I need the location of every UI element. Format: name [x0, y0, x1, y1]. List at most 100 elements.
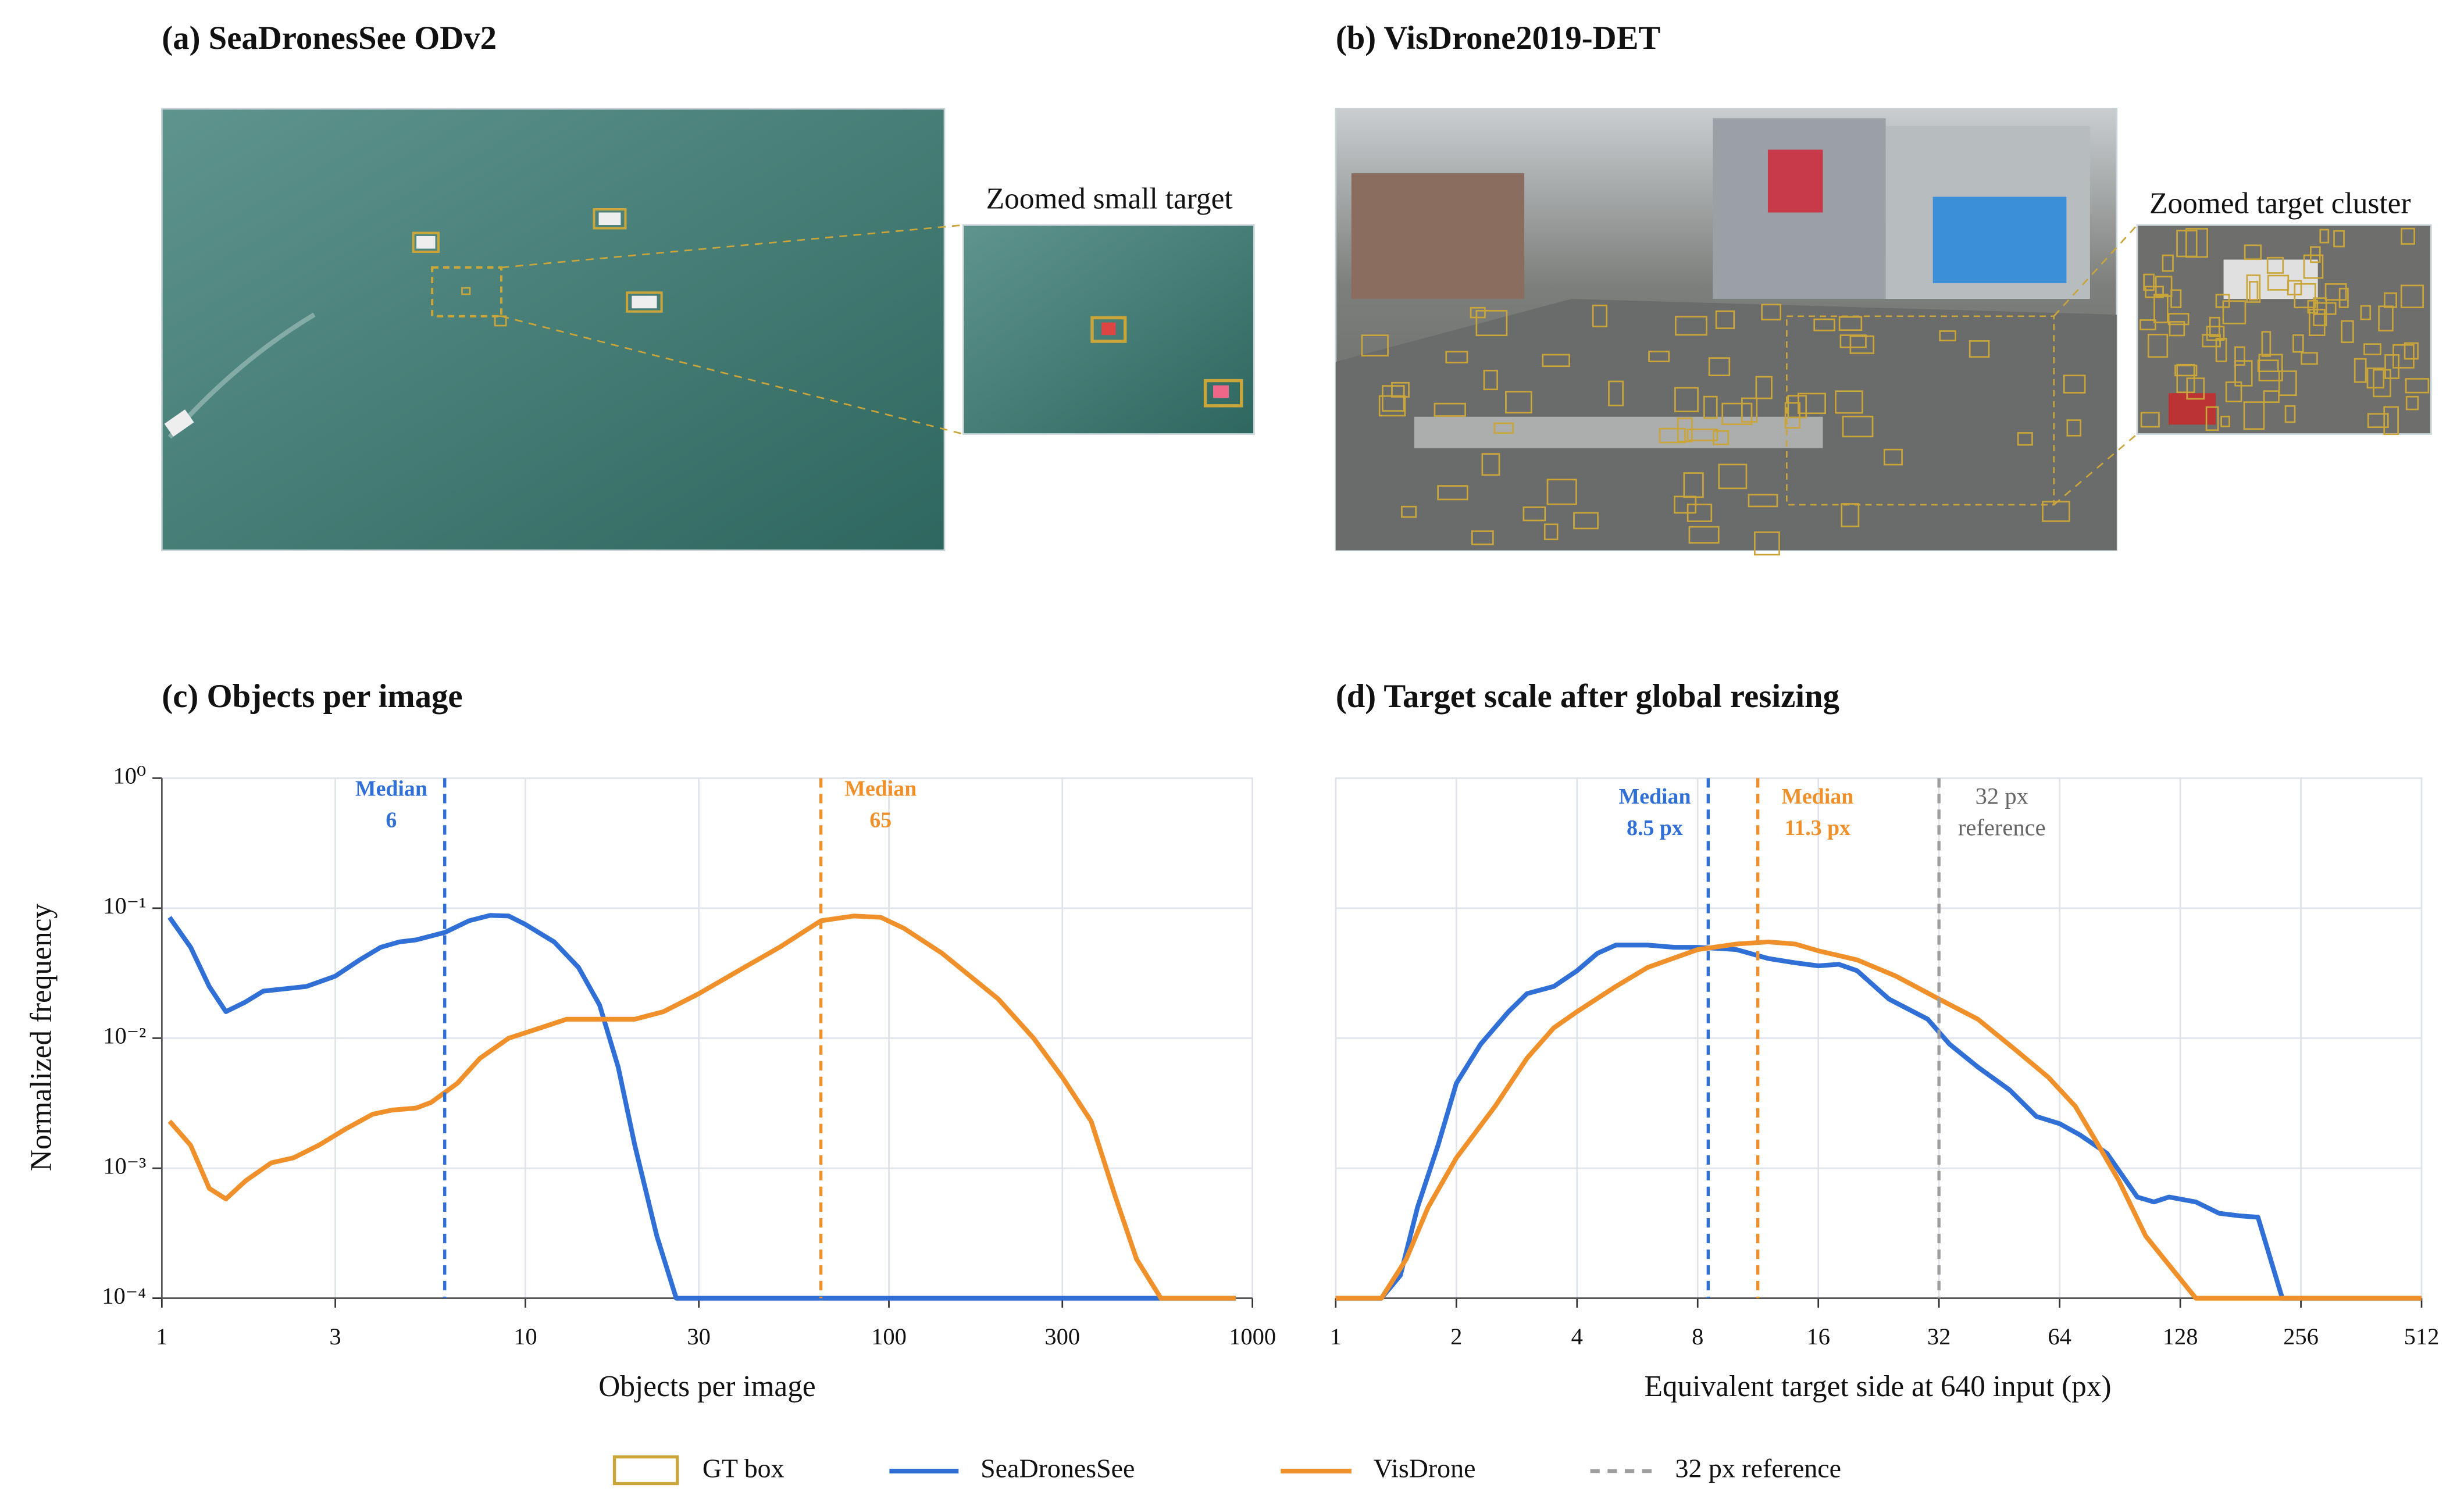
gt-box — [1849, 335, 1875, 354]
reference-label: reference — [1958, 815, 2046, 841]
gt-box — [2170, 289, 2182, 308]
x-tick-label: 2 — [1450, 1323, 1462, 1350]
x-tick-label: 512 — [2404, 1323, 2440, 1350]
gt-box — [2284, 405, 2296, 423]
legend-label: SeaDronesSee — [980, 1453, 1135, 1483]
gt-box — [2263, 390, 2280, 403]
gt-box — [1361, 334, 1389, 357]
gt-box — [2153, 294, 2169, 323]
gt-box — [2384, 354, 2400, 379]
gt-box — [1573, 512, 1599, 530]
zoom-label: Zoomed target cluster — [2149, 187, 2410, 220]
x-axis-label: Objects per image — [598, 1370, 815, 1403]
reference-label: 32 px — [1976, 783, 2028, 809]
gt-box — [2155, 276, 2173, 297]
x-tick-label: 128 — [2163, 1323, 2198, 1350]
panel-title: (a) SeaDronesSee ODv2 — [162, 20, 497, 56]
y-axis-label: Normalized frequency — [24, 904, 58, 1172]
x-tick-label: 30 — [687, 1323, 711, 1350]
data-line — [1335, 943, 2422, 1301]
median-value: 8.5 px — [1627, 816, 1683, 840]
gt-box — [1703, 395, 1718, 419]
panel-title: (b) VisDrone2019-DET — [1336, 20, 1660, 56]
gt-box — [1969, 340, 1990, 358]
gt-box — [2405, 395, 2419, 411]
legend-gt-swatch — [612, 1455, 679, 1486]
gt-box — [2319, 229, 2330, 244]
x-tick-label: 32 — [1927, 1323, 1951, 1350]
gt-box — [1713, 430, 1730, 445]
chart-title: (c) Objects per image — [162, 678, 462, 715]
gt-box — [1688, 526, 1720, 544]
x-axis-label: Equivalent target side at 640 input (px) — [1645, 1370, 2112, 1403]
gt-box — [2042, 501, 2070, 522]
gt-box — [1608, 380, 1624, 406]
x-tick-label: 8 — [1692, 1323, 1703, 1350]
gt-box — [1542, 354, 1570, 367]
gt-box — [2324, 283, 2347, 301]
gt-box — [1437, 485, 1468, 501]
gt-box — [1481, 453, 1500, 476]
gt-box — [1721, 402, 1753, 426]
gt-box — [2169, 321, 2185, 337]
gt-box — [2341, 320, 2354, 343]
gt-box — [2017, 432, 2033, 446]
gt-box — [2363, 343, 2381, 355]
x-tick-label: 16 — [1806, 1323, 1830, 1350]
zoom-label: Zoomed small target — [986, 182, 1233, 215]
x-tick-label: 100 — [871, 1323, 907, 1350]
data-line — [167, 913, 1236, 1301]
gt-box — [1434, 402, 1466, 417]
gt-box — [2354, 358, 2367, 383]
gt-box — [1445, 351, 1468, 363]
gt-box — [1715, 310, 1735, 329]
gt-box — [2378, 305, 2394, 331]
median-label: Median — [844, 777, 917, 801]
gt-box — [2313, 302, 2337, 315]
gt-box — [1686, 429, 1718, 441]
gt-box — [2249, 281, 2259, 301]
gt-box — [2220, 415, 2230, 427]
gt-box — [1522, 506, 1546, 522]
x-tick-label: 1 — [156, 1323, 167, 1350]
gt-box — [1675, 316, 1707, 336]
gt-box — [2313, 297, 2327, 326]
gt-box — [2206, 326, 2225, 341]
gt-box — [2338, 287, 2349, 308]
x-tick-label: 64 — [2048, 1323, 2071, 1350]
gt-box — [1391, 381, 1410, 398]
x-tick-label: 256 — [2283, 1323, 2319, 1350]
gt-box — [2292, 334, 2304, 353]
gt-box — [2176, 230, 2198, 258]
gt-box — [1839, 334, 1867, 348]
legend-label: VisDrone — [1374, 1453, 1476, 1483]
gt-box — [1784, 402, 1800, 429]
gt-box — [2243, 401, 2265, 430]
gt-box — [1543, 523, 1559, 541]
gt-box — [1648, 351, 1670, 362]
gt-box — [2303, 254, 2324, 279]
gt-box — [1471, 530, 1494, 545]
gt-box — [2234, 360, 2253, 387]
gt-box — [2261, 331, 2272, 357]
gt-box — [1753, 531, 1780, 556]
gt-box — [2167, 313, 2190, 326]
x-tick-label: 4 — [1571, 1323, 1583, 1350]
gt-box — [1841, 503, 1860, 527]
gt-box — [1718, 463, 1748, 490]
gt-box — [2367, 413, 2389, 429]
gt-box — [2205, 406, 2219, 431]
data-line — [167, 913, 1236, 1301]
gt-box — [1708, 357, 1731, 377]
gt-box — [1686, 504, 1713, 522]
gt-box — [2301, 352, 2318, 365]
gt-box — [1483, 369, 1498, 391]
y-tick-label: 10⁻³ — [103, 1152, 146, 1179]
y-tick-label: 10⁻⁴ — [102, 1283, 146, 1309]
gt-box — [2143, 273, 2155, 291]
gt-boxes — [1361, 227, 2430, 556]
gt-box — [1761, 304, 1782, 321]
x-tick-label: 3 — [329, 1323, 341, 1350]
gt-box — [1748, 494, 1778, 508]
